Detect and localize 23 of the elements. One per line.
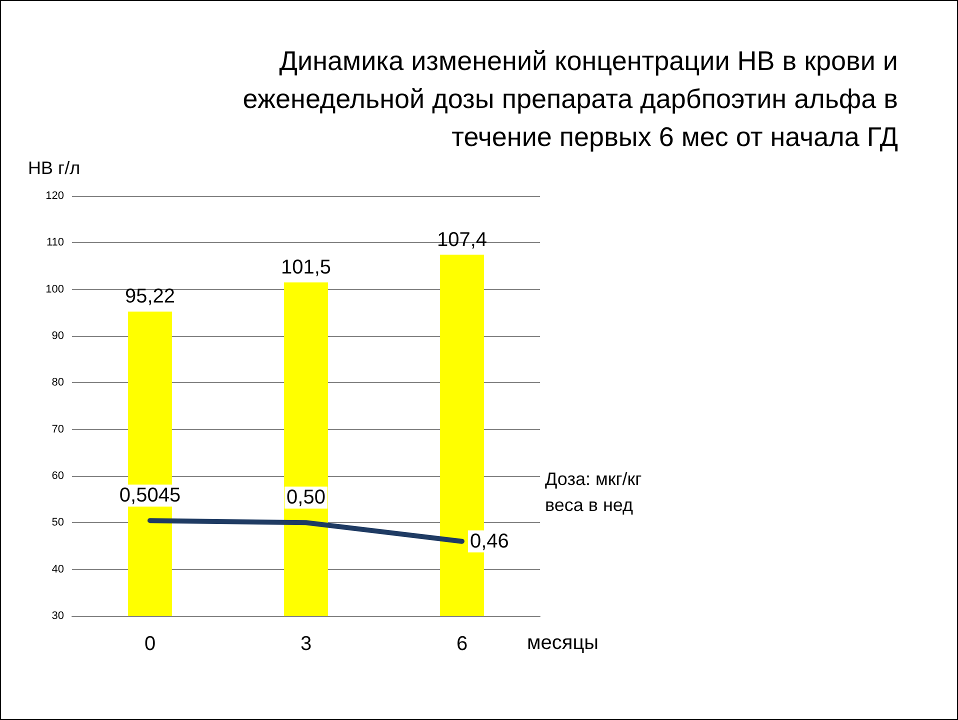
x-tick-label: 3 [300, 633, 312, 655]
x-tick-label: 6 [456, 633, 468, 655]
data-label: 101,5 [280, 256, 332, 278]
data-label: 0,5045 [119, 484, 181, 507]
data-label: 95,22 [124, 286, 176, 308]
y2-axis-title: Доза: мкг/кг веса в нед [545, 468, 643, 517]
y-tick-label: 110 [46, 236, 64, 249]
y-tick-label: 90 [52, 330, 64, 342]
data-label: 0,50 [286, 486, 326, 509]
chart-title: Динамика изменений концентрации НВ в крови и еженедельной дозы препарата дарбпоэтин альфа в течение первых 6 мес от начала ГД [242, 45, 898, 154]
y-tick-label: 30 [52, 610, 64, 622]
y-tick-label: 120 [46, 190, 64, 202]
y-tick-label: 100 [46, 283, 64, 296]
y-tick-label: 80 [52, 376, 64, 389]
y-tick-label: 60 [52, 470, 64, 482]
x-tick-label: 0 [144, 633, 156, 655]
y-tick-label: 50 [52, 516, 64, 529]
y-axis-title: НВ г/л [28, 158, 80, 179]
y-tick-label: 40 [52, 563, 64, 576]
data-label: 107,4 [436, 228, 488, 251]
y-tick-label: 70 [52, 423, 64, 436]
x-axis-title: месяцы [527, 632, 599, 655]
data-label: 0,46 [470, 530, 509, 552]
